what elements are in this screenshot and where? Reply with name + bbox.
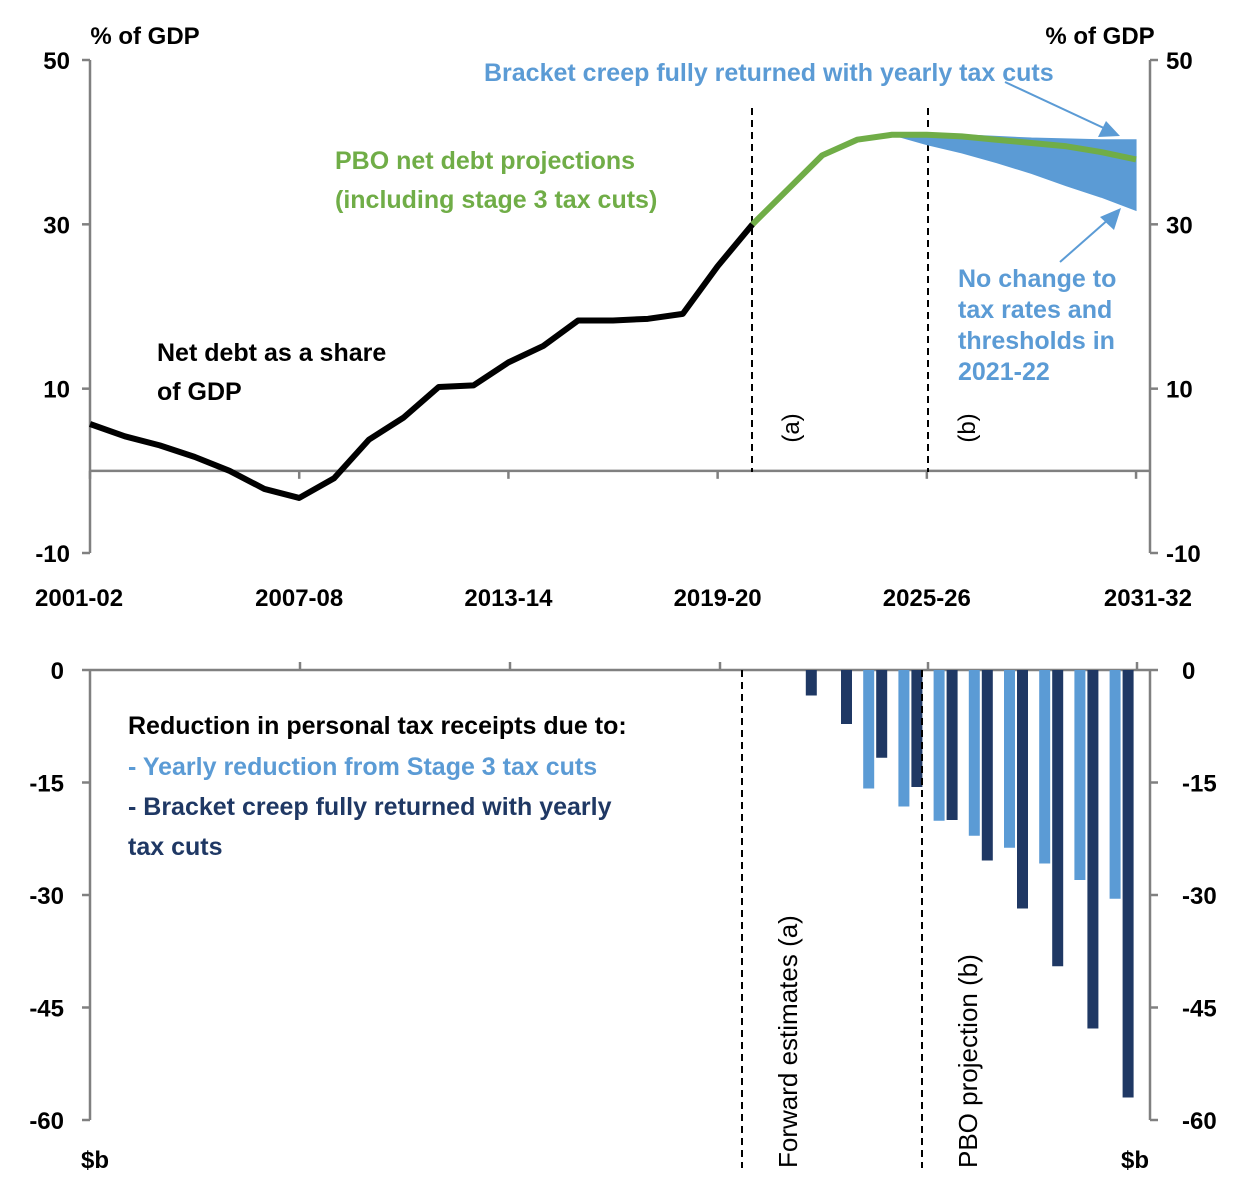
legend-item: - Bracket creep fully returned with year…: [128, 793, 612, 821]
top-right-tick-label: 30: [1166, 212, 1193, 239]
tax-receipts-chart: $b $b 0 0 -15 -15 -30 -30 -45 -45 -60 -60 Forward …: [29, 658, 1216, 1174]
stage3-bar: [898, 670, 910, 807]
bracket-creep-bar: [805, 670, 817, 696]
top-x-tick-label: 2007-08: [255, 585, 343, 612]
annotation-pbo: (including stage 3 tax cuts): [335, 186, 657, 214]
bottom-right-tick-label: -45: [1182, 996, 1217, 1023]
top-left-tick-label: -10: [35, 541, 70, 568]
bottom-left-tick-label: -45: [29, 996, 64, 1023]
stage3-bar: [1109, 670, 1121, 899]
legend-item: tax cuts: [128, 833, 222, 861]
top-x-tick-label: 2025-26: [883, 585, 971, 612]
annotation-nochange: No change to: [958, 265, 1116, 293]
bottom-left-tick-label: -60: [29, 1108, 64, 1135]
bracket-creep-bar: [1052, 670, 1064, 967]
bracket-creep-bar: [1122, 670, 1134, 1098]
bracket-arrow: [1004, 81, 1109, 131]
bracket-arrowhead: [1098, 121, 1120, 137]
top-right-tick-label: -10: [1166, 541, 1201, 568]
bracket-creep-bar: [876, 670, 888, 758]
top-x-tick-label: 2001-02: [35, 585, 123, 612]
annotation-title_net_debt: Net debt as a share: [157, 339, 386, 367]
legend-title: Reduction in personal tax receipts due t…: [128, 712, 627, 740]
bottom-vline-label: PBO projection (b): [953, 954, 983, 1168]
bottom-vline-label: Forward estimates (a): [773, 915, 803, 1168]
stage3-bar: [933, 670, 945, 821]
annotation-title_net_debt: of GDP: [157, 378, 242, 406]
net-debt-line: [89, 222, 755, 501]
bottom-right-tick-label: 0: [1182, 658, 1195, 685]
annotation-nochange: 2021-22: [958, 358, 1050, 386]
bracket-creep-bar: [911, 670, 923, 787]
annotation-bracket: Bracket creep fully returned with yearly…: [484, 59, 1054, 87]
bracket-creep-bar: [841, 670, 852, 724]
annotation-pbo: PBO net debt projections: [335, 147, 635, 175]
top-vline-label: (b): [954, 413, 981, 442]
nochange-arrowhead: [1100, 208, 1121, 230]
top-right-tick-label: 10: [1166, 377, 1193, 404]
stage3-bar: [863, 670, 875, 789]
top-x-tick-label: 2019-20: [674, 585, 762, 612]
top-x-tick-label: 2013-14: [464, 585, 553, 612]
bottom-right-tick-label: -30: [1182, 883, 1217, 910]
bracket-creep-bar: [946, 670, 958, 820]
stage3-bar: [968, 670, 980, 836]
top-right-y-unit: % of GDP: [1045, 23, 1154, 50]
top-x-tick-label: 2031-32: [1104, 585, 1192, 612]
bottom-right-y-unit: $b: [1121, 1147, 1149, 1174]
top-left-y-unit: % of GDP: [90, 23, 199, 50]
top-right-tick-label: 50: [1166, 48, 1193, 75]
annotation-nochange: tax rates and: [958, 296, 1112, 324]
bracket-creep-bar: [1087, 670, 1099, 1029]
bottom-left-y-unit: $b: [81, 1147, 109, 1174]
legend-item: - Yearly reduction from Stage 3 tax cuts: [128, 753, 597, 781]
bottom-right-tick-label: -60: [1182, 1108, 1217, 1135]
annotation-nochange: thresholds in: [958, 327, 1115, 355]
stage3-bar: [1039, 670, 1051, 864]
stage3-bar: [1004, 670, 1015, 848]
nochange-arrow: [1059, 217, 1111, 263]
bracket-creep-bar: [981, 670, 993, 861]
bottom-left-tick-label: 0: [51, 658, 64, 685]
top-vline-label: (a): [778, 413, 805, 442]
bottom-left-tick-label: -30: [29, 883, 64, 910]
stage3-bar: [1074, 670, 1086, 880]
bottom-right-tick-label: -15: [1182, 771, 1217, 798]
top-left-tick-label: 50: [43, 48, 70, 75]
net-debt-chart: % of GDP % of GDP 50 50 30 30 10 10 -10 -10 2001…: [35, 23, 1201, 612]
top-left-tick-label: 10: [43, 377, 70, 404]
top-left-tick-label: 30: [43, 212, 70, 239]
bottom-left-tick-label: -15: [29, 771, 64, 798]
pbo-projection-line: [750, 131, 1137, 227]
bracket-creep-bar: [1017, 670, 1028, 909]
